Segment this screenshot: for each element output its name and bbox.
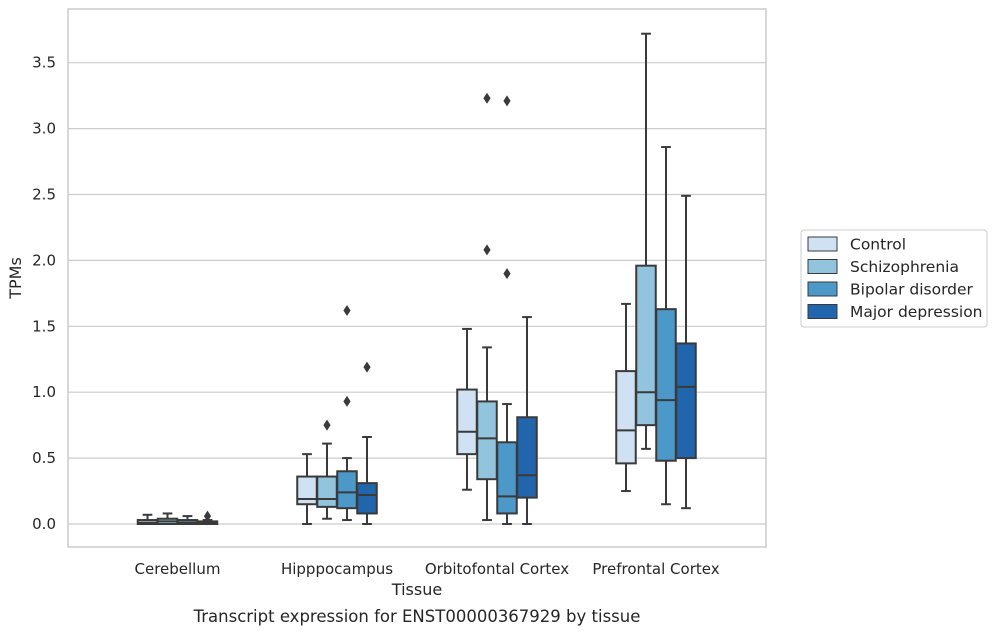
box-body — [615, 370, 637, 465]
x-axis-title: Tissue — [391, 580, 442, 599]
legend: Control Schizophrenia Bipolar disorder Majo… — [800, 229, 988, 328]
box-body — [356, 482, 378, 515]
legend-item: Major depression — [807, 303, 983, 321]
box — [655, 146, 677, 506]
outlier-point — [483, 244, 491, 256]
legend-label: Schizophrenia — [850, 258, 959, 276]
legend-item: Control — [807, 236, 906, 254]
outlier-point — [203, 510, 212, 522]
box-body — [516, 416, 538, 499]
plot-frame — [67, 8, 767, 548]
x-tick-label: Prefrontal Cortex — [592, 560, 719, 578]
y-tick-labels: 0.0 0.5 1.0 1.5 2.0 2.5 3.0 3.5 — [32, 54, 56, 533]
y-axis-title: TPMs — [6, 257, 25, 300]
box-body — [635, 264, 657, 427]
box-body — [296, 475, 318, 506]
y-tick-label: 3.5 — [32, 54, 56, 72]
legend-items: Control Schizophrenia Bipolar disorder Majo… — [807, 236, 983, 321]
legend-item: Bipolar disorder — [807, 281, 974, 299]
box — [356, 361, 378, 525]
outlier-point — [343, 395, 351, 407]
legend-swatch — [807, 259, 838, 274]
box-body — [456, 388, 478, 456]
x-tick-labels: Cerebellum Hipppocampus Orbitofontal Corte… — [135, 560, 720, 578]
box — [196, 510, 219, 526]
y-tick-label: 2.0 — [32, 251, 56, 269]
box — [316, 419, 338, 520]
box-body — [476, 400, 498, 481]
y-tick-label: 3.0 — [32, 120, 56, 138]
box-body — [316, 475, 338, 508]
legend-label: Major depression — [850, 303, 983, 321]
series-major-depression — [196, 194, 697, 526]
box-series — [136, 32, 697, 526]
outlier-point — [503, 268, 511, 280]
box — [516, 316, 538, 525]
legend-swatch — [807, 236, 838, 252]
x-tick-label: Cerebellum — [135, 560, 221, 578]
legend-swatch — [807, 304, 838, 319]
legend-swatch — [807, 281, 838, 297]
series-bipolar-disorder — [176, 95, 677, 526]
legend-frame — [800, 229, 988, 328]
box-body — [675, 342, 697, 460]
box — [296, 453, 318, 525]
box — [496, 95, 518, 525]
box — [156, 512, 179, 526]
box — [476, 92, 498, 522]
x-tick-label: Hipppocampus — [281, 560, 393, 578]
outlier-point — [343, 304, 351, 316]
x-tick-label: Orbitofontal Cortex — [425, 560, 569, 578]
box-body — [496, 441, 518, 515]
y-tick-label: 0.5 — [32, 449, 56, 467]
box — [675, 194, 697, 510]
legend-label: Control — [850, 236, 906, 254]
outlier-point — [503, 95, 511, 107]
outlier-point — [483, 92, 491, 104]
y-tick-label: 1.0 — [32, 383, 56, 401]
box-body — [655, 308, 677, 462]
legend-label: Bipolar disorder — [850, 281, 974, 299]
y-tick-label: 1.5 — [32, 317, 56, 335]
legend-item: Schizophrenia — [807, 258, 959, 276]
outlier-point — [323, 419, 331, 431]
y-tick-label: 0.0 — [32, 515, 56, 533]
outlier-point — [363, 361, 371, 373]
box-body — [336, 470, 358, 510]
y-tick-label: 2.5 — [32, 186, 56, 204]
chart-caption: Transcript expression for ENST0000036792… — [193, 607, 641, 626]
box — [136, 513, 159, 526]
